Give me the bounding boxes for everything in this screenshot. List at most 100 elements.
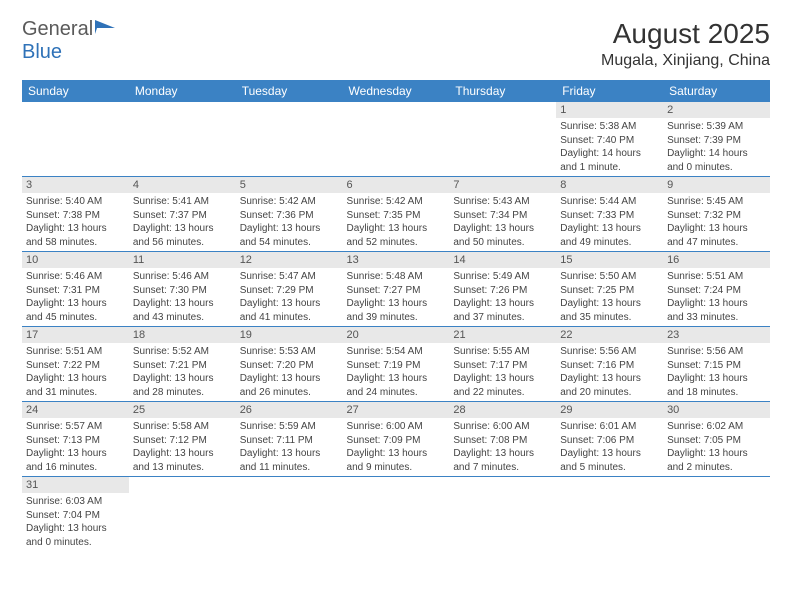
weekday-row: SundayMondayTuesdayWednesdayThursdayFrid… xyxy=(22,80,770,102)
day-content: Sunrise: 5:58 AMSunset: 7:12 PMDaylight:… xyxy=(129,418,236,476)
daylight-text: Daylight: 13 hours and 26 minutes. xyxy=(240,372,339,399)
daylight-text: Daylight: 13 hours and 13 minutes. xyxy=(133,447,232,474)
sunrise-text: Sunrise: 5:42 AM xyxy=(240,195,339,209)
day-content: Sunrise: 6:01 AMSunset: 7:06 PMDaylight:… xyxy=(556,418,663,476)
sunrise-text: Sunrise: 5:50 AM xyxy=(560,270,659,284)
sunrise-text: Sunrise: 5:44 AM xyxy=(560,195,659,209)
day-number: 3 xyxy=(22,177,129,193)
daylight-text: Daylight: 13 hours and 52 minutes. xyxy=(347,222,446,249)
sunset-text: Sunset: 7:06 PM xyxy=(560,434,659,448)
day-content: Sunrise: 5:51 AMSunset: 7:22 PMDaylight:… xyxy=(22,343,129,401)
calendar-row: 17Sunrise: 5:51 AMSunset: 7:22 PMDayligh… xyxy=(22,327,770,402)
calendar-cell: 5Sunrise: 5:42 AMSunset: 7:36 PMDaylight… xyxy=(236,177,343,252)
daylight-text: Daylight: 13 hours and 2 minutes. xyxy=(667,447,766,474)
daylight-text: Daylight: 14 hours and 1 minute. xyxy=(560,147,659,174)
day-number: 10 xyxy=(22,252,129,268)
calendar-cell: 3Sunrise: 5:40 AMSunset: 7:38 PMDaylight… xyxy=(22,177,129,252)
daylight-text: Daylight: 13 hours and 22 minutes. xyxy=(453,372,552,399)
calendar-cell: 12Sunrise: 5:47 AMSunset: 7:29 PMDayligh… xyxy=(236,252,343,327)
sunset-text: Sunset: 7:22 PM xyxy=(26,359,125,373)
sunrise-text: Sunrise: 5:47 AM xyxy=(240,270,339,284)
calendar-cell: 20Sunrise: 5:54 AMSunset: 7:19 PMDayligh… xyxy=(343,327,450,402)
calendar-cell xyxy=(236,102,343,177)
calendar-cell: 24Sunrise: 5:57 AMSunset: 7:13 PMDayligh… xyxy=(22,402,129,477)
calendar-cell: 26Sunrise: 5:59 AMSunset: 7:11 PMDayligh… xyxy=(236,402,343,477)
day-content: Sunrise: 5:49 AMSunset: 7:26 PMDaylight:… xyxy=(449,268,556,326)
sunset-text: Sunset: 7:30 PM xyxy=(133,284,232,298)
calendar-cell xyxy=(343,477,450,552)
sunrise-text: Sunrise: 5:39 AM xyxy=(667,120,766,134)
calendar-cell xyxy=(663,477,770,552)
daylight-text: Daylight: 13 hours and 56 minutes. xyxy=(133,222,232,249)
calendar-body: 1Sunrise: 5:38 AMSunset: 7:40 PMDaylight… xyxy=(22,102,770,551)
weekday-header: Saturday xyxy=(663,80,770,102)
daylight-text: Daylight: 13 hours and 24 minutes. xyxy=(347,372,446,399)
weekday-header: Thursday xyxy=(449,80,556,102)
sunrise-text: Sunrise: 5:56 AM xyxy=(667,345,766,359)
sunrise-text: Sunrise: 6:03 AM xyxy=(26,495,125,509)
sunrise-text: Sunrise: 5:46 AM xyxy=(26,270,125,284)
daylight-text: Daylight: 13 hours and 28 minutes. xyxy=(133,372,232,399)
day-number: 30 xyxy=(663,402,770,418)
day-number: 6 xyxy=(343,177,450,193)
day-number: 14 xyxy=(449,252,556,268)
sunrise-text: Sunrise: 5:56 AM xyxy=(560,345,659,359)
sunset-text: Sunset: 7:39 PM xyxy=(667,134,766,148)
weekday-header: Tuesday xyxy=(236,80,343,102)
sunset-text: Sunset: 7:21 PM xyxy=(133,359,232,373)
sunset-text: Sunset: 7:05 PM xyxy=(667,434,766,448)
calendar-row: 31Sunrise: 6:03 AMSunset: 7:04 PMDayligh… xyxy=(22,477,770,552)
calendar-cell: 18Sunrise: 5:52 AMSunset: 7:21 PMDayligh… xyxy=(129,327,236,402)
day-content: Sunrise: 5:52 AMSunset: 7:21 PMDaylight:… xyxy=(129,343,236,401)
daylight-text: Daylight: 13 hours and 5 minutes. xyxy=(560,447,659,474)
title-block: August 2025 Mugala, Xinjiang, China xyxy=(601,18,770,70)
day-content: Sunrise: 5:47 AMSunset: 7:29 PMDaylight:… xyxy=(236,268,343,326)
calendar-row: 3Sunrise: 5:40 AMSunset: 7:38 PMDaylight… xyxy=(22,177,770,252)
sunset-text: Sunset: 7:11 PM xyxy=(240,434,339,448)
day-content: Sunrise: 5:56 AMSunset: 7:16 PMDaylight:… xyxy=(556,343,663,401)
day-content: Sunrise: 6:02 AMSunset: 7:05 PMDaylight:… xyxy=(663,418,770,476)
logo-text: General Blue xyxy=(22,18,117,64)
calendar-row: 1Sunrise: 5:38 AMSunset: 7:40 PMDaylight… xyxy=(22,102,770,177)
sunrise-text: Sunrise: 5:46 AM xyxy=(133,270,232,284)
daylight-text: Daylight: 13 hours and 43 minutes. xyxy=(133,297,232,324)
calendar-cell: 8Sunrise: 5:44 AMSunset: 7:33 PMDaylight… xyxy=(556,177,663,252)
sunset-text: Sunset: 7:09 PM xyxy=(347,434,446,448)
calendar-cell: 14Sunrise: 5:49 AMSunset: 7:26 PMDayligh… xyxy=(449,252,556,327)
sunrise-text: Sunrise: 5:40 AM xyxy=(26,195,125,209)
daylight-text: Daylight: 13 hours and 39 minutes. xyxy=(347,297,446,324)
logo-part1: General xyxy=(22,18,93,40)
day-content: Sunrise: 5:56 AMSunset: 7:15 PMDaylight:… xyxy=(663,343,770,401)
calendar-cell: 11Sunrise: 5:46 AMSunset: 7:30 PMDayligh… xyxy=(129,252,236,327)
daylight-text: Daylight: 14 hours and 0 minutes. xyxy=(667,147,766,174)
calendar-cell: 4Sunrise: 5:41 AMSunset: 7:37 PMDaylight… xyxy=(129,177,236,252)
month-title: August 2025 xyxy=(601,18,770,50)
day-content: Sunrise: 6:00 AMSunset: 7:09 PMDaylight:… xyxy=(343,418,450,476)
sunset-text: Sunset: 7:33 PM xyxy=(560,209,659,223)
day-number: 25 xyxy=(129,402,236,418)
day-content: Sunrise: 5:42 AMSunset: 7:35 PMDaylight:… xyxy=(343,193,450,251)
day-content: Sunrise: 5:57 AMSunset: 7:13 PMDaylight:… xyxy=(22,418,129,476)
calendar-cell: 15Sunrise: 5:50 AMSunset: 7:25 PMDayligh… xyxy=(556,252,663,327)
sunrise-text: Sunrise: 5:48 AM xyxy=(347,270,446,284)
day-number: 17 xyxy=(22,327,129,343)
day-number: 2 xyxy=(663,102,770,118)
daylight-text: Daylight: 13 hours and 47 minutes. xyxy=(667,222,766,249)
sunrise-text: Sunrise: 5:51 AM xyxy=(667,270,766,284)
calendar-cell xyxy=(343,102,450,177)
sunrise-text: Sunrise: 5:53 AM xyxy=(240,345,339,359)
sunrise-text: Sunrise: 5:43 AM xyxy=(453,195,552,209)
day-content: Sunrise: 5:53 AMSunset: 7:20 PMDaylight:… xyxy=(236,343,343,401)
day-content: Sunrise: 5:40 AMSunset: 7:38 PMDaylight:… xyxy=(22,193,129,251)
header: General Blue August 2025 Mugala, Xinjian… xyxy=(22,18,770,70)
sunset-text: Sunset: 7:15 PM xyxy=(667,359,766,373)
calendar-cell: 29Sunrise: 6:01 AMSunset: 7:06 PMDayligh… xyxy=(556,402,663,477)
day-number: 29 xyxy=(556,402,663,418)
day-content: Sunrise: 5:50 AMSunset: 7:25 PMDaylight:… xyxy=(556,268,663,326)
calendar-cell: 16Sunrise: 5:51 AMSunset: 7:24 PMDayligh… xyxy=(663,252,770,327)
day-content: Sunrise: 5:54 AMSunset: 7:19 PMDaylight:… xyxy=(343,343,450,401)
day-content: Sunrise: 5:43 AMSunset: 7:34 PMDaylight:… xyxy=(449,193,556,251)
sunset-text: Sunset: 7:31 PM xyxy=(26,284,125,298)
calendar-cell: 1Sunrise: 5:38 AMSunset: 7:40 PMDaylight… xyxy=(556,102,663,177)
sunrise-text: Sunrise: 5:45 AM xyxy=(667,195,766,209)
